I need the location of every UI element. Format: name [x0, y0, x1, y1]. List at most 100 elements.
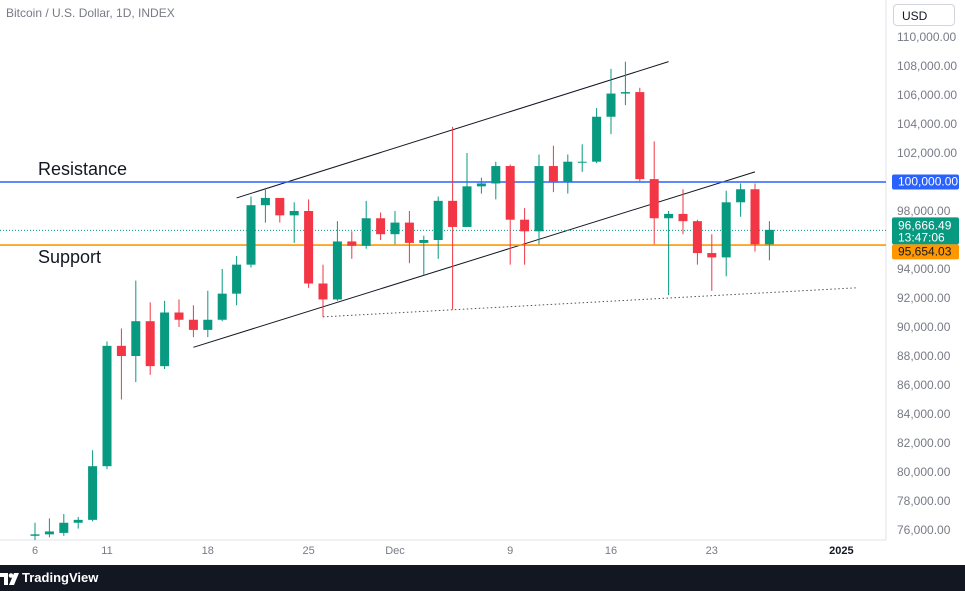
y-tick-label: 86,000.00 — [897, 378, 951, 392]
candle — [577, 144, 587, 172]
candle — [635, 87, 645, 182]
candle-body — [102, 345, 112, 467]
candle — [59, 514, 69, 536]
candle — [203, 290, 213, 338]
candle-body — [505, 166, 515, 220]
candle-body — [620, 92, 630, 94]
candle-body — [419, 240, 429, 243]
candle — [361, 200, 371, 249]
candle-body — [750, 189, 760, 245]
x-tick-label: 25 — [302, 545, 314, 557]
candle — [476, 177, 486, 194]
candle-body — [260, 197, 270, 206]
y-tick-label: 104,000.00 — [897, 117, 957, 131]
candle — [534, 154, 544, 245]
candle — [188, 305, 198, 338]
x-tick-label: Dec — [385, 545, 405, 557]
currency-button[interactable]: USD — [893, 4, 955, 26]
candle-body — [347, 241, 357, 246]
candle-body — [59, 522, 69, 533]
x-tick-label: 23 — [706, 545, 718, 557]
last-price-badge — [892, 217, 959, 245]
candle-body — [203, 319, 213, 330]
candle-body — [736, 189, 746, 203]
candle-body — [88, 466, 98, 520]
candle-body — [160, 312, 170, 367]
candle — [318, 264, 328, 317]
candle — [649, 141, 659, 245]
tradingview-logo-icon[interactable] — [0, 572, 20, 590]
candle — [30, 522, 40, 541]
candle-body — [246, 205, 256, 265]
y-tick-label: 90,000.00 — [897, 320, 951, 334]
support-price-label-bg — [892, 244, 959, 260]
candle-body — [116, 345, 126, 356]
candle-body — [44, 531, 54, 535]
candle-body — [664, 213, 674, 219]
candle-body — [188, 319, 198, 330]
trend-line-channel-lower — [193, 171, 756, 348]
candle-body — [707, 253, 717, 258]
candle-body — [678, 213, 688, 222]
candle — [620, 61, 630, 106]
resistance-label: Resistance — [38, 159, 128, 179]
candle — [232, 255, 242, 306]
candle-body — [577, 161, 587, 163]
candle — [419, 235, 429, 275]
candle-body — [361, 218, 371, 246]
y-tick-label: 80,000.00 — [897, 465, 951, 479]
candle-body — [174, 312, 184, 320]
y-tick-label: 102,000.00 — [897, 146, 957, 160]
candle — [116, 328, 126, 400]
y-tick-label: 84,000.00 — [897, 407, 951, 421]
y-tick-label: 92,000.00 — [897, 291, 951, 305]
y-tick-label: 106,000.00 — [897, 88, 957, 102]
candle-body — [404, 222, 414, 243]
candle — [260, 187, 270, 223]
candle-body — [433, 200, 443, 240]
candle-body — [376, 218, 386, 235]
candle-body — [275, 197, 285, 216]
symbol-title[interactable]: Bitcoin / U.S. Dollar, 1D, INDEX — [6, 6, 175, 20]
candle — [520, 208, 530, 265]
support-label: Support — [38, 247, 102, 267]
trend-line-higher-lows — [322, 287, 856, 318]
resistance-price-label: 100,000.00 — [898, 175, 958, 189]
candle — [736, 183, 746, 217]
candle — [750, 183, 760, 252]
candle-body — [764, 229, 774, 245]
candle — [73, 516, 83, 529]
candle-body — [145, 321, 155, 367]
tradingview-brand[interactable]: TradingView — [22, 570, 99, 585]
candle-body — [131, 321, 141, 356]
candle — [44, 518, 54, 538]
y-tick-label: 76,000.00 — [897, 523, 951, 537]
candle-body — [635, 92, 645, 180]
candle — [462, 153, 472, 227]
candle-body — [448, 200, 458, 227]
candle — [217, 269, 227, 322]
candle — [347, 231, 357, 259]
candle — [721, 190, 731, 277]
candle — [764, 221, 774, 261]
candle — [678, 189, 688, 235]
y-tick-label: 78,000.00 — [897, 494, 951, 508]
candle — [390, 211, 400, 245]
candle — [289, 202, 299, 243]
candle-body — [462, 186, 472, 227]
last-price-label: 96,666.49 — [898, 218, 952, 232]
candle — [404, 211, 414, 264]
x-tick-label: 9 — [507, 545, 513, 557]
candle-body — [390, 222, 400, 235]
candle-body — [606, 93, 616, 117]
candle — [174, 299, 184, 327]
y-tick-label: 108,000.00 — [897, 59, 957, 73]
candle — [131, 280, 141, 383]
candle — [606, 68, 616, 135]
candle — [246, 196, 256, 268]
y-tick-label: 98,000.00 — [897, 204, 951, 218]
price-chart[interactable]: 76,000.00 78,000.00 80,000.00 82,000.00 84,0… — [0, 0, 965, 565]
candle-body — [548, 166, 558, 182]
y-tick-label: 94,000.00 — [897, 262, 951, 276]
candle-body — [289, 211, 299, 216]
